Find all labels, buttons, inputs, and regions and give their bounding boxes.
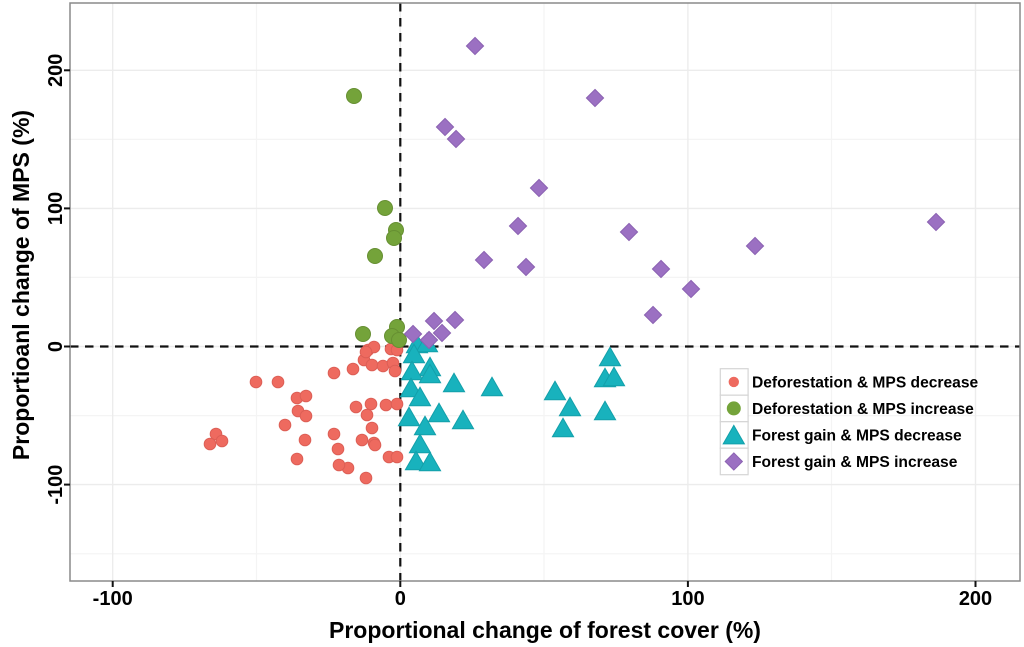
svg-text:Forest gain & MPS increase: Forest gain & MPS increase [752,454,958,471]
svg-text:200: 200 [959,588,992,610]
svg-text:Deforestation & MPS increase: Deforestation & MPS increase [752,401,974,418]
svg-text:0: 0 [395,588,406,610]
svg-text:Forest gain & MPS decrease: Forest gain & MPS decrease [752,428,962,445]
svg-text:Proportioanl change of MPS (%): Proportioanl change of MPS (%) [8,110,34,460]
svg-text:Proportional change of forest: Proportional change of forest cover (%) [329,617,761,643]
svg-text:Deforestation & MPS decrease: Deforestation & MPS decrease [752,375,979,392]
svg-text:0: 0 [45,341,67,352]
svg-text:200: 200 [45,54,67,87]
svg-text:100: 100 [45,192,67,225]
svg-text:-100: -100 [93,588,133,610]
svg-text:-100: -100 [45,465,67,505]
svg-text:100: 100 [671,588,704,610]
